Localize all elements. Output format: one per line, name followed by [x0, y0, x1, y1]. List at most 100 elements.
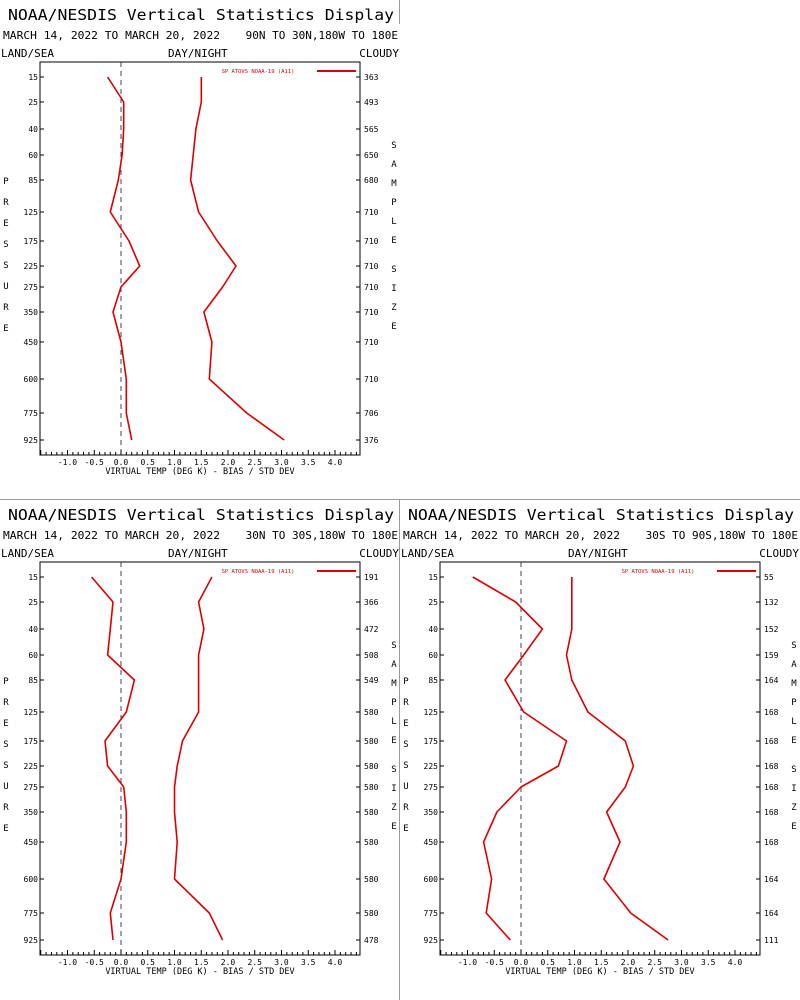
x-tick-label: 2.0 — [221, 958, 236, 967]
day-night-label: DAY/NIGHT — [568, 547, 628, 560]
sample-size-label: 710 — [364, 283, 379, 292]
pressure-level-label: 275 — [24, 283, 39, 292]
pressure-axis-letter: R — [3, 303, 9, 313]
sample-axis-letter: M — [791, 679, 797, 689]
pressure-level-label: 225 — [24, 262, 39, 271]
land-sea-label: LAND/SEA — [1, 547, 54, 560]
pressure-level-label: 15 — [428, 573, 438, 582]
sample-axis-letter: P — [391, 198, 397, 208]
pressure-level-label: 775 — [24, 409, 39, 418]
sample-size-label: 580 — [364, 783, 379, 792]
sample-size-label: 549 — [364, 676, 379, 685]
pressure-axis-letter: S — [3, 761, 8, 771]
pressure-level-label: 175 — [24, 737, 39, 746]
sample-size-label: 508 — [364, 651, 379, 660]
pressure-level-label: 15 — [28, 573, 38, 582]
pressure-level-label: 600 — [24, 375, 39, 384]
pressure-axis-letter: E — [403, 719, 408, 729]
sample-axis-letter: S — [391, 265, 396, 275]
sample-axis-letter: M — [391, 679, 397, 689]
sample-size-label: 580 — [364, 808, 379, 817]
x-tick-label: 1.0 — [167, 458, 182, 467]
pressure-level-label: 125 — [24, 208, 39, 217]
sample-axis-letter: I — [391, 284, 396, 294]
pressure-level-label: 275 — [424, 783, 439, 792]
x-tick-label: 2.0 — [621, 958, 636, 967]
plot-frame — [39, 561, 361, 956]
pressure-level-label: 85 — [428, 676, 438, 685]
sample-size-label: 680 — [364, 176, 379, 185]
pressure-level-label: 925 — [24, 936, 39, 945]
x-tick-label: -0.5 — [485, 958, 504, 967]
sample-axis-letter: A — [391, 660, 397, 670]
pressure-level-label: 275 — [24, 783, 39, 792]
sample-size-label: 710 — [364, 262, 379, 271]
pressure-axis-letter: S — [403, 740, 408, 750]
pressure-axis-letter: S — [3, 261, 8, 271]
pressure-level-label: 225 — [424, 762, 439, 771]
sample-size-label: 565 — [364, 125, 379, 134]
chart-title: NOAA/NESDIS Vertical Statistics Display — [408, 506, 794, 524]
pressure-axis-letter: E — [403, 824, 408, 834]
sample-size-label: 710 — [364, 208, 379, 217]
sample-size-label: 159 — [764, 651, 779, 660]
x-tick-label: 2.5 — [248, 458, 263, 467]
pressure-axis-letter: S — [3, 740, 8, 750]
pressure-axis-letter: R — [3, 803, 9, 813]
sample-axis-letter: I — [391, 784, 396, 794]
x-tick-label: 3.5 — [301, 458, 316, 467]
x-tick-label: 1.0 — [167, 958, 182, 967]
sample-axis-letter: I — [791, 784, 796, 794]
pressure-level-label: 15 — [28, 73, 38, 82]
pressure-level-label: 60 — [28, 151, 38, 160]
sample-size-label: 111 — [764, 936, 779, 945]
sample-size-label: 710 — [364, 338, 379, 347]
pressure-axis-letter: E — [3, 824, 8, 834]
pressure-level-label: 125 — [24, 708, 39, 717]
region-label: 90N TO 30N,180W TO 180E — [246, 29, 398, 42]
sample-size-label: 152 — [764, 625, 779, 634]
sample-size-label: 168 — [764, 838, 779, 847]
pressure-level-label: 125 — [424, 708, 439, 717]
sample-axis-letter: A — [791, 660, 797, 670]
sample-size-label: 706 — [364, 409, 379, 418]
x-tick-label: 4.0 — [328, 958, 343, 967]
std-dev-line — [173, 576, 224, 941]
x-tick-label: 1.5 — [194, 458, 209, 467]
sample-axis-letter: E — [791, 736, 796, 746]
pressure-level-label: 175 — [424, 737, 439, 746]
x-tick-label: -1.0 — [458, 958, 477, 967]
sample-axis-letter: L — [791, 717, 796, 727]
sample-axis-letter: S — [791, 765, 796, 775]
sample-axis-letter: S — [791, 641, 796, 651]
legend-label: SP ATOVS NOAA-19 (A11) — [222, 69, 295, 75]
pressure-level-label: 40 — [428, 625, 438, 634]
bias-line — [106, 76, 141, 441]
pressure-axis-letter: R — [403, 698, 409, 708]
x-tick-label: 4.0 — [728, 958, 743, 967]
date-range: MARCH 14, 2022 TO MARCH 20, 2022 — [3, 529, 220, 542]
sample-axis-letter: L — [391, 217, 396, 227]
sample-size-label: 168 — [764, 737, 779, 746]
x-tick-label: 4.0 — [328, 458, 343, 467]
bias-line — [90, 576, 136, 941]
cloudy-label: CLOUDY — [359, 547, 399, 560]
pressure-axis-letter: R — [403, 803, 409, 813]
pressure-axis-letter: E — [3, 719, 8, 729]
day-night-label: DAY/NIGHT — [168, 547, 228, 560]
pressure-level-label: 85 — [28, 176, 38, 185]
sample-axis-letter: S — [391, 765, 396, 775]
x-tick-label: 3.0 — [274, 458, 289, 467]
pressure-level-label: 40 — [28, 125, 38, 134]
pressure-axis-letter: P — [403, 677, 409, 687]
chart-title: NOAA/NESDIS Vertical Statistics Display — [8, 506, 394, 524]
sample-size-label: 164 — [764, 875, 779, 884]
sample-axis-letter: P — [791, 698, 797, 708]
legend-label: SP ATOVS NOAA-19 (A11) — [222, 569, 295, 575]
sample-size-label: 164 — [764, 909, 779, 918]
sample-axis-letter: Z — [391, 303, 397, 313]
land-sea-label: LAND/SEA — [401, 547, 454, 560]
sample-size-label: 478 — [364, 936, 379, 945]
sample-size-label: 710 — [364, 237, 379, 246]
sample-size-label: 168 — [764, 808, 779, 817]
